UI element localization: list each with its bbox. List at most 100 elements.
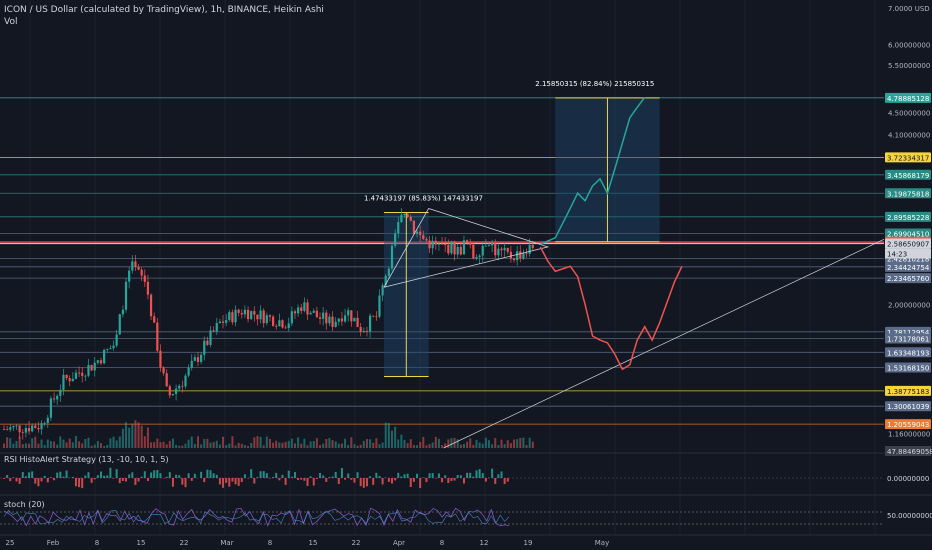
- histo-bar: [284, 478, 287, 485]
- price-tag: [885, 152, 931, 163]
- price-axis-label: 6.00000000: [888, 41, 930, 49]
- candle-body: [46, 417, 49, 424]
- candle-body: [400, 215, 403, 223]
- histo-bar: [225, 478, 228, 483]
- histo-bar: [281, 474, 284, 478]
- volume-bar: [497, 445, 500, 448]
- candle-body: [181, 385, 184, 387]
- histo-bar: [134, 478, 137, 485]
- candle-body: [237, 309, 240, 313]
- candle-body: [193, 357, 196, 361]
- volume-bar: [259, 436, 262, 448]
- volume-bar: [422, 436, 425, 448]
- volume-bar: [478, 442, 481, 448]
- histo-bar: [24, 476, 27, 478]
- candle-body: [290, 311, 293, 324]
- candle-body: [522, 253, 525, 259]
- candle-body: [509, 251, 512, 259]
- candle-body: [387, 268, 390, 276]
- volume-bar: [31, 438, 34, 448]
- volume-bar: [225, 445, 228, 448]
- histo-bar: [356, 472, 359, 478]
- candle-body: [190, 360, 193, 368]
- candle-body: [297, 307, 300, 314]
- price-tag-label: 1.78112954: [887, 329, 930, 337]
- candle-body: [115, 334, 118, 346]
- candle-body: [300, 307, 303, 311]
- candle-body: [506, 247, 509, 252]
- volume-bar: [425, 445, 428, 448]
- histo-indicator-label[interactable]: RSI HistoAlert Strategy (13, -10, 10, 1,…: [4, 455, 169, 464]
- candle-body: [293, 311, 297, 314]
- price-tag: [885, 401, 931, 412]
- price-tag-label: 2.69904510: [887, 230, 929, 238]
- price-tag: [885, 228, 931, 239]
- volume-bar: [472, 444, 475, 448]
- candle-body: [456, 246, 459, 255]
- volume-bar: [21, 444, 24, 448]
- volume-bar: [365, 439, 368, 448]
- candle-body: [96, 360, 99, 363]
- volume-bar: [209, 442, 212, 448]
- osc-signal-line: [3, 509, 510, 525]
- osc-tag: [885, 446, 931, 456]
- histo-bar: [43, 475, 46, 478]
- candle-body: [425, 239, 428, 241]
- histo-bar: [322, 475, 325, 478]
- histo-bar: [56, 472, 59, 478]
- histo-bar: [347, 473, 350, 478]
- candle-body: [187, 367, 190, 376]
- histo-bar: [200, 471, 203, 478]
- volume-bar: [416, 445, 419, 448]
- candle-body: [378, 295, 381, 317]
- histo-bar: [397, 472, 400, 478]
- volume-bar: [56, 444, 59, 448]
- volume-bar: [278, 442, 281, 448]
- candle-body: [525, 253, 528, 255]
- candle-body: [206, 340, 209, 345]
- volume-bar: [231, 436, 234, 448]
- histo-bar: [143, 471, 146, 478]
- volume-bar: [24, 443, 27, 448]
- price-tag-label: 1.63348193: [887, 349, 929, 357]
- volume-bar: [3, 443, 5, 448]
- volume-bar: [353, 444, 356, 448]
- volume-label[interactable]: Vol: [4, 17, 18, 27]
- histo-bar: [403, 474, 406, 478]
- volume-bar: [459, 444, 462, 448]
- price-tag-label: 3.45868179: [887, 172, 929, 180]
- volume-bar: [84, 439, 87, 448]
- volume-bar: [112, 436, 115, 448]
- candle-body: [43, 423, 46, 424]
- candle-body: [453, 241, 456, 255]
- candle-body: [87, 364, 90, 376]
- candle-body: [484, 245, 487, 247]
- histo-bar: [406, 473, 409, 478]
- candle-body: [18, 425, 21, 433]
- volume-bar: [28, 443, 31, 448]
- candle-body: [434, 240, 437, 245]
- volume-bar: [37, 443, 40, 448]
- histo-bar: [265, 473, 268, 478]
- time-tick-label: 8: [95, 539, 99, 547]
- chart-title[interactable]: ICON / US Dollar (calculated by TradingV…: [4, 5, 324, 15]
- price-axis-label: 1.16000000: [888, 430, 930, 438]
- histo-bar: [190, 478, 193, 481]
- histo-bar: [381, 478, 384, 485]
- histo-bar: [193, 473, 196, 478]
- volume-bar: [503, 444, 506, 448]
- candle-body: [359, 326, 362, 333]
- volume-bar: [437, 438, 440, 448]
- candle-body: [146, 281, 150, 295]
- volume-bar: [140, 425, 143, 448]
- histo-bar: [90, 478, 93, 483]
- histo-bar: [331, 476, 334, 478]
- candle-body: [240, 312, 243, 315]
- volume-bar: [522, 437, 525, 448]
- osc-indicator-label[interactable]: stoch (20): [4, 500, 45, 509]
- volume-bar: [200, 444, 203, 448]
- histo-bar: [99, 471, 102, 478]
- histo-bar: [181, 478, 184, 485]
- volume-bar: [359, 444, 362, 448]
